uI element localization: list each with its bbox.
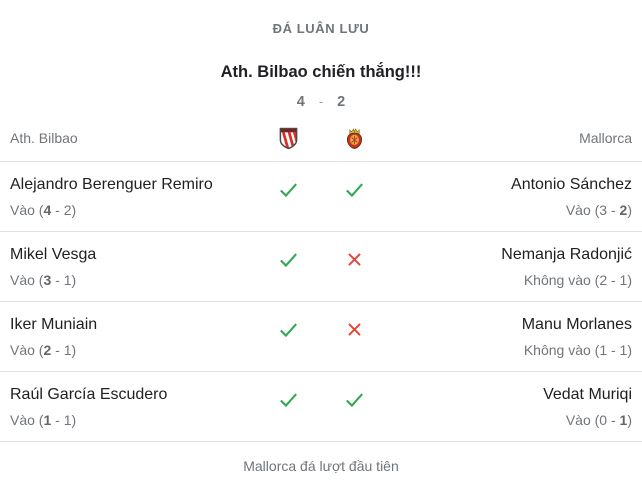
score-separator: - — [318, 94, 324, 109]
home-shootout-score: 4 — [296, 94, 305, 110]
outcome-bold-score: 3 — [43, 272, 52, 288]
shootout-round-row: Alejandro Berenguer Remiro Vào (4 - 2) A… — [0, 162, 642, 232]
away-team-name: Mallorca — [579, 130, 632, 146]
shootout-round-row: Iker Muniain Vào (2 - 1) Manu Morlanes K… — [0, 302, 642, 372]
outcome-text: Vào ( — [10, 412, 44, 428]
away-team-crest-icon — [331, 127, 377, 150]
away-penalty-result-icon — [331, 317, 377, 341]
team-header-row: Ath. Bilbao — [0, 115, 642, 162]
home-penalty-result-icon — [265, 177, 311, 201]
outcome-text: - 1) — [51, 412, 77, 428]
home-player-outcome: Vào (2 - 1) — [10, 342, 265, 359]
outcome-text: Không vào (2 - 1) — [523, 272, 632, 288]
first-kicker-note: Mallorca đá lượt đầu tiên — [243, 457, 399, 474]
away-penalty-result-icon — [331, 247, 377, 271]
away-player-name: Vedat Muriqi — [543, 386, 632, 403]
home-player-name: Alejandro Berenguer Remiro — [10, 176, 213, 193]
away-player-outcome: Vào (0 - 1) — [377, 412, 632, 429]
outcome-text: - 2) — [51, 202, 77, 218]
away-shootout-score: 2 — [337, 94, 346, 110]
away-player-name: Manu Morlanes — [521, 316, 632, 333]
outcome-text: Vào (3 - — [565, 202, 620, 218]
shootout-section-label: ĐÁ LUÂN LƯU — [272, 21, 370, 36]
home-penalty-result-icon — [265, 317, 311, 341]
shootout-header: ĐÁ LUÂN LƯU Ath. Bilbao chiến thắng!!! 4… — [0, 0, 642, 115]
outcome-text: Không vào (1 - 1) — [523, 342, 632, 358]
outcome-bold-score: 1 — [43, 412, 52, 428]
outcome-bold-score: 2 — [619, 202, 628, 218]
away-player-name: Nemanja Radonjić — [501, 246, 632, 263]
away-penalty-result-icon — [331, 387, 377, 411]
team-crests — [265, 115, 377, 161]
outcome-bold-score: 4 — [43, 202, 52, 218]
outcome-text: ) — [627, 202, 632, 218]
outcome-bold-score: 1 — [619, 412, 628, 428]
home-player-outcome: Vào (1 - 1) — [10, 412, 265, 429]
shootout-score: 4 - 2 — [0, 94, 642, 110]
outcome-text: Vào ( — [10, 342, 44, 358]
shootout-round-row: Raúl García Escudero Vào (1 - 1) Vedat M… — [0, 372, 642, 442]
shootout-round-row: Mikel Vesga Vào (3 - 1) Nemanja Radonjić… — [0, 232, 642, 302]
away-player-name: Antonio Sánchez — [511, 176, 632, 193]
outcome-text: ) — [627, 412, 632, 428]
home-player-outcome: Vào (3 - 1) — [10, 272, 265, 289]
home-penalty-result-icon — [265, 247, 311, 271]
outcome-text: Vào (0 - — [565, 412, 620, 428]
home-player-name: Iker Muniain — [10, 316, 98, 333]
away-penalty-result-icon — [331, 177, 377, 201]
home-player-outcome: Vào (4 - 2) — [10, 202, 265, 219]
outcome-text: Vào ( — [10, 272, 44, 288]
home-team-crest-icon — [265, 127, 311, 150]
away-player-outcome: Không vào (2 - 1) — [377, 272, 632, 289]
outcome-text: - 1) — [51, 342, 77, 358]
home-penalty-result-icon — [265, 387, 311, 411]
home-team-name: Ath. Bilbao — [10, 130, 78, 146]
away-player-outcome: Không vào (1 - 1) — [377, 342, 632, 359]
winner-announcement: Ath. Bilbao chiến thắng!!! — [220, 63, 422, 81]
outcome-bold-score: 2 — [43, 342, 52, 358]
home-player-name: Mikel Vesga — [10, 246, 97, 263]
outcome-text: Vào ( — [10, 202, 44, 218]
home-player-name: Raúl García Escudero — [10, 386, 168, 403]
outcome-text: - 1) — [51, 272, 77, 288]
away-player-outcome: Vào (3 - 2) — [377, 202, 632, 219]
